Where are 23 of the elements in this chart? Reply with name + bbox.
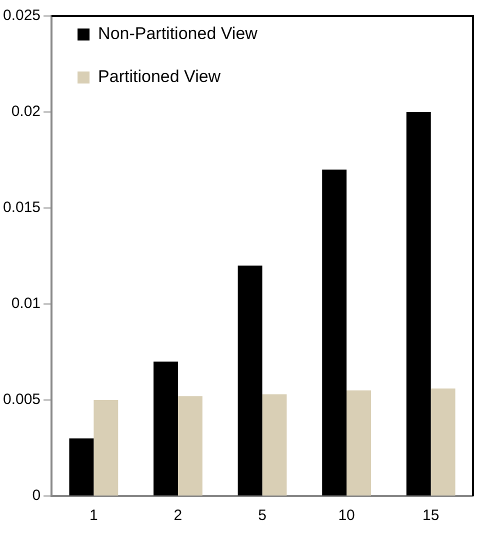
y-tick-label: 0.015 [2,199,41,216]
y-tick-label: 0.01 [11,295,41,312]
y-tick-label: 0.005 [2,391,41,408]
x-tick-label: 15 [422,507,440,524]
x-tick-label: 2 [174,507,182,524]
bar [178,396,202,496]
x-tick-label: 5 [258,507,266,524]
bar [262,394,287,496]
x-tick-label: 1 [90,507,98,524]
bar [154,362,178,496]
y-tick-label: 0.025 [2,7,41,24]
bar [322,170,347,496]
bar [346,390,372,496]
x-tick-label: 10 [338,507,355,524]
legend-label: Partitioned View [98,67,222,86]
y-tick-label: 0.02 [11,103,41,120]
y-tick-label: 0 [32,487,41,504]
bar [238,266,262,496]
legend-label: Non-Partitioned View [98,24,258,44]
bar [69,438,94,496]
bar [430,388,456,496]
bar [406,112,431,496]
bar [94,400,118,496]
